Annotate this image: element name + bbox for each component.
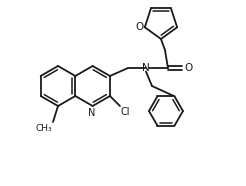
Text: Cl: Cl [121, 107, 130, 117]
Text: CH₃: CH₃ [35, 124, 52, 133]
Text: O: O [136, 22, 144, 32]
Text: N: N [88, 108, 95, 118]
Text: N: N [142, 62, 150, 73]
Text: O: O [184, 63, 192, 73]
